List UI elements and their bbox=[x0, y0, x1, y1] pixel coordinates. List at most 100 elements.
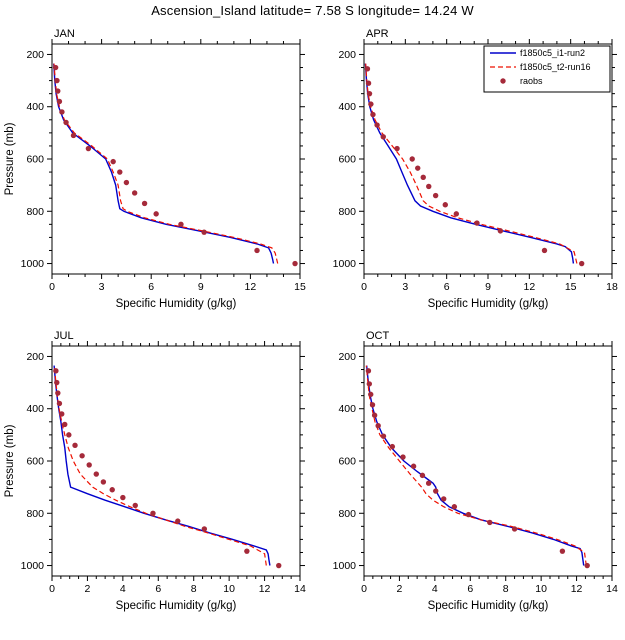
raobs-dot bbox=[141, 200, 148, 207]
x-tick-label: 9 bbox=[198, 281, 204, 293]
x-tick-label: 14 bbox=[294, 583, 306, 595]
raobs-dot bbox=[368, 101, 374, 107]
raobs-dot bbox=[110, 158, 116, 165]
raobs-dot bbox=[368, 391, 374, 398]
raobs-dot bbox=[578, 260, 585, 267]
x-tick-label: 12 bbox=[245, 281, 257, 293]
x-tick-label: 15 bbox=[294, 281, 306, 293]
x-tick-label: 6 bbox=[444, 281, 450, 293]
raobs-dot bbox=[465, 511, 472, 518]
x-tick-label: 6 bbox=[148, 281, 154, 293]
series-line-run16 bbox=[365, 63, 578, 264]
x-tick-label: 6 bbox=[467, 583, 473, 595]
panels-grid: 0 3 6 9 12 15 200 400 600 800 1000 JAN Specific Humi… bbox=[0, 22, 625, 626]
panel-month-label: OCT bbox=[366, 330, 390, 342]
raobs-dot bbox=[59, 411, 65, 417]
raobs-dot bbox=[55, 88, 61, 94]
legend-entry-label: f1850c5_i1-run2 bbox=[520, 48, 585, 58]
raobs-dot bbox=[292, 260, 298, 267]
raobs-dot bbox=[366, 90, 373, 97]
y-tick-label: 1000 bbox=[21, 560, 45, 572]
raobs-dot bbox=[415, 165, 421, 171]
raobs-dot bbox=[487, 519, 493, 526]
x-axis-title: Specific Humidity (g/kg) bbox=[116, 600, 237, 612]
raobs-dot bbox=[254, 247, 260, 254]
raobs-dot bbox=[432, 192, 439, 199]
raobs-dot bbox=[584, 562, 590, 569]
raobs-dot bbox=[451, 504, 458, 510]
y-tick-label: 200 bbox=[338, 49, 356, 61]
y-tick-label: 400 bbox=[338, 101, 356, 113]
raobs-dot bbox=[117, 169, 123, 175]
raobs-dot bbox=[244, 548, 250, 554]
raobs-dot bbox=[474, 220, 480, 226]
axis-box bbox=[51, 345, 301, 577]
figure-title: Ascension_Island latitude= 7.58 S longit… bbox=[151, 3, 474, 18]
raobs-dot bbox=[56, 98, 63, 105]
y-tick-label: 200 bbox=[26, 49, 44, 61]
y-tick-label: 200 bbox=[338, 351, 356, 363]
raobs-dot bbox=[54, 379, 60, 386]
y-tick-label: 800 bbox=[338, 508, 356, 520]
raobs-dot bbox=[85, 145, 92, 152]
raobs-dot bbox=[374, 122, 380, 128]
raobs-dot bbox=[123, 179, 130, 186]
raobs-dot bbox=[56, 400, 63, 407]
y-tick-label: 1000 bbox=[21, 258, 45, 270]
y-tick-label: 400 bbox=[26, 403, 44, 415]
raobs-dot bbox=[364, 66, 371, 72]
x-axis-title: Specific Humidity (g/kg) bbox=[116, 298, 237, 310]
y-tick-label: 800 bbox=[26, 206, 44, 218]
raobs-dot bbox=[409, 156, 415, 162]
series-line-run16 bbox=[53, 365, 267, 566]
series-line-run2 bbox=[53, 365, 271, 566]
raobs-dot bbox=[441, 496, 447, 502]
y-tick-label: 1000 bbox=[333, 560, 357, 572]
raobs-dot bbox=[70, 132, 77, 139]
raobs-dot bbox=[72, 442, 78, 449]
raobs-dot bbox=[365, 80, 372, 86]
raobs-dot bbox=[559, 548, 566, 554]
raobs-dot bbox=[426, 183, 432, 190]
x-tick-label: 12 bbox=[571, 583, 583, 595]
y-tick-label: 400 bbox=[338, 403, 356, 415]
raobs-dot bbox=[175, 518, 181, 524]
raobs-dot bbox=[79, 453, 85, 459]
x-tick-label: 10 bbox=[223, 583, 235, 595]
x-tick-label: 0 bbox=[361, 583, 367, 595]
raobs-dot bbox=[178, 221, 184, 228]
raobs-dot bbox=[497, 228, 504, 234]
x-tick-label: 4 bbox=[432, 583, 438, 595]
x-tick-label: 9 bbox=[485, 281, 491, 293]
raobs-dot bbox=[511, 526, 518, 532]
y-tick-label: 600 bbox=[26, 456, 44, 468]
raobs-dot bbox=[433, 488, 439, 494]
x-tick-label: 4 bbox=[120, 583, 126, 595]
y-axis-title: Pressure (mb) bbox=[4, 122, 16, 195]
axis-box bbox=[363, 345, 613, 577]
raobs-dot bbox=[410, 463, 417, 469]
y-tick-label: 600 bbox=[26, 154, 44, 166]
raobs-dot bbox=[201, 526, 208, 532]
x-tick-label: 2 bbox=[85, 583, 91, 595]
raobs-dot bbox=[153, 211, 159, 217]
y-tick-label: 400 bbox=[26, 101, 44, 113]
chart-panel-jul: 0 2 4 6 8 10 12 14 200 400 600 800 1000 JUL Specific H… bbox=[4, 330, 306, 612]
x-tick-label: 0 bbox=[361, 281, 367, 293]
x-tick-label: 0 bbox=[49, 281, 55, 293]
y-tick-label: 600 bbox=[338, 456, 356, 468]
raobs-dot bbox=[541, 247, 548, 254]
x-axis-title: Specific Humidity (g/kg) bbox=[428, 298, 549, 310]
series-line-run2 bbox=[53, 63, 275, 264]
series-line-run16 bbox=[53, 63, 279, 264]
raobs-dot bbox=[52, 64, 59, 71]
panel-month-label: JUL bbox=[54, 330, 74, 342]
raobs-dot bbox=[66, 432, 72, 438]
raobs-dot bbox=[86, 462, 92, 468]
legend-entry-label: raobs bbox=[520, 76, 543, 86]
raobs-dot bbox=[53, 368, 59, 374]
raobs-dot bbox=[63, 119, 69, 126]
y-tick-label: 800 bbox=[338, 206, 356, 218]
raobs-dot bbox=[100, 479, 107, 485]
raobs-dot bbox=[365, 368, 372, 374]
